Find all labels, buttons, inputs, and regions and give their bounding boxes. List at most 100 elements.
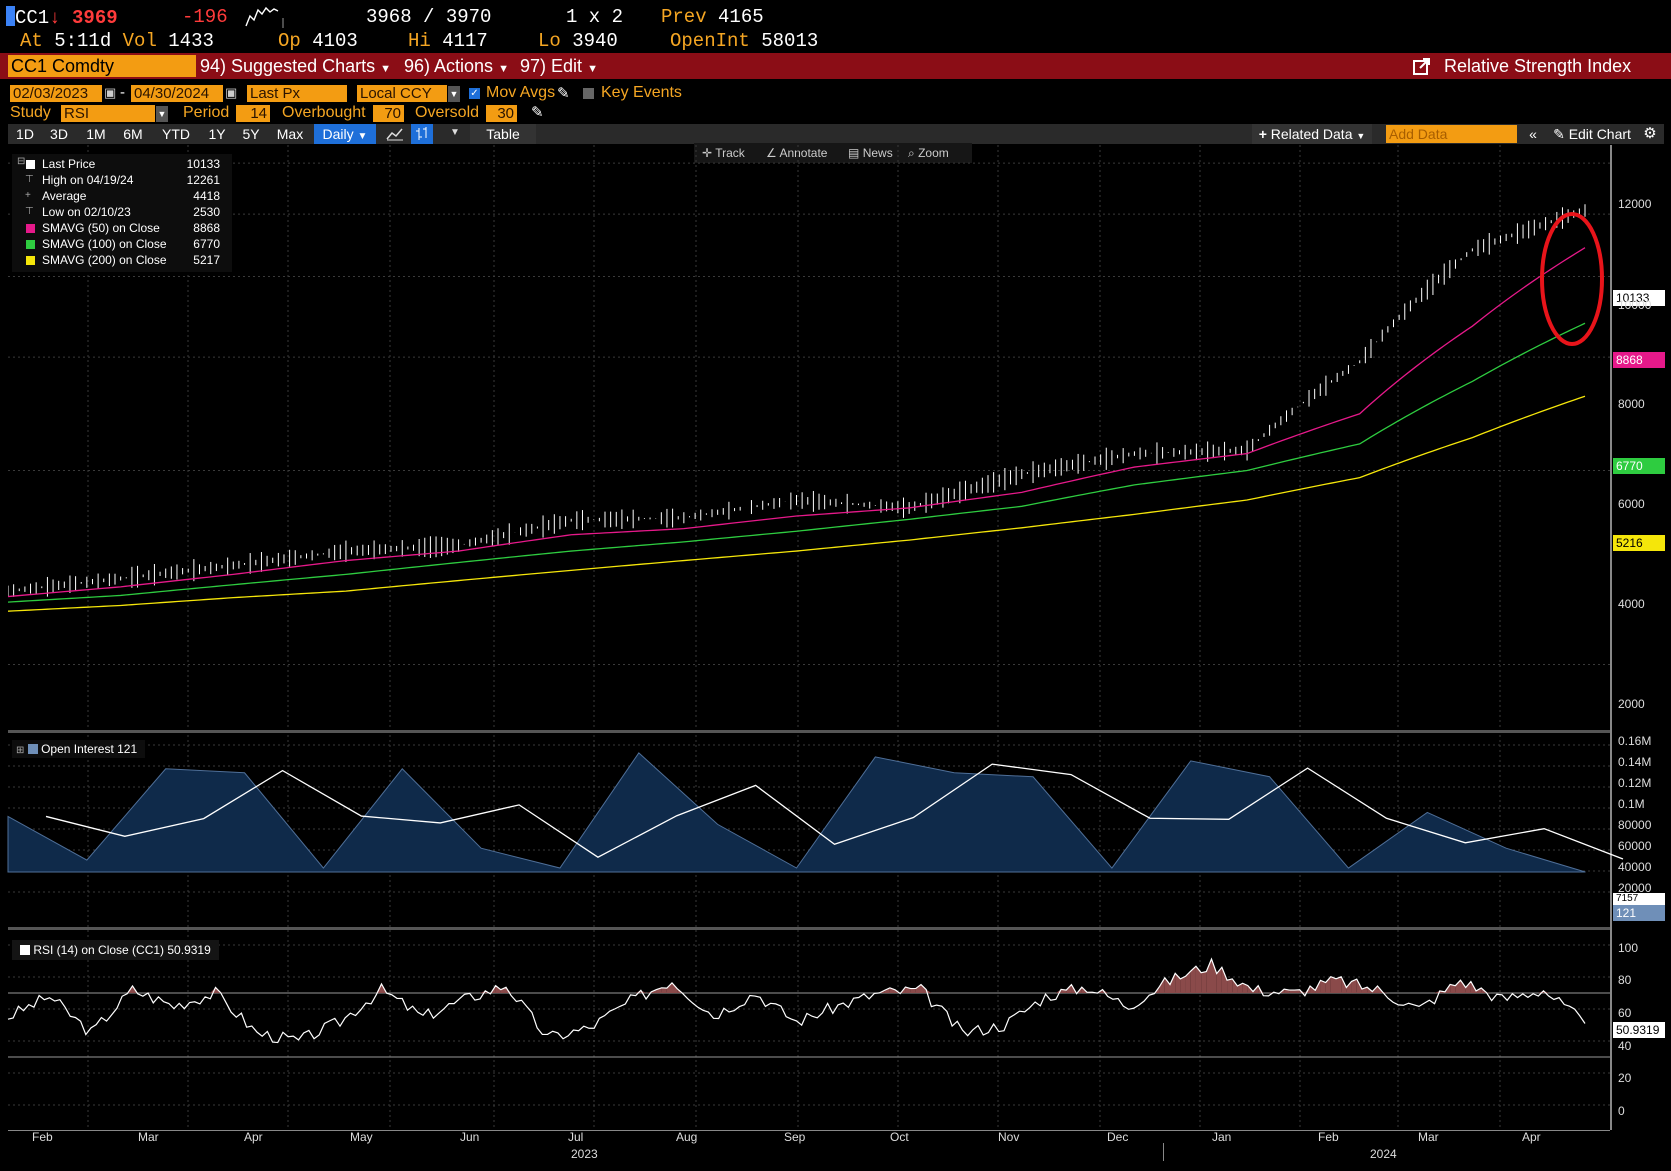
popout-icon[interactable] <box>1412 56 1432 76</box>
related-data-menu[interactable]: + Related Data ▼ <box>1252 124 1372 144</box>
overbought-fill <box>1455 980 1461 993</box>
low-stat: Lo 3940 <box>538 30 618 52</box>
open-stat: Op 4103 <box>278 30 358 52</box>
price-grid <box>8 145 1610 1130</box>
oversold-input[interactable]: 30 <box>486 105 517 122</box>
collapse-icon[interactable]: « <box>1529 126 1537 142</box>
range-button-3d[interactable]: 3D <box>50 126 68 142</box>
calendar-icon[interactable]: ▣ <box>104 85 117 100</box>
collapse-icon[interactable]: ⊟ <box>17 156 26 167</box>
overbought-input[interactable]: 70 <box>373 105 404 122</box>
open-interest-axis-label: 0.12M <box>1618 776 1652 790</box>
gear-icon[interactable]: ⚙ <box>1643 125 1657 142</box>
oi-value: 58013 <box>761 30 819 52</box>
chart-area[interactable] <box>0 145 1671 1171</box>
panel-divider[interactable] <box>8 730 1610 733</box>
last-price-tag: 10133 <box>1613 290 1665 306</box>
calendar-icon[interactable]: ▣ <box>225 85 238 100</box>
overbought-fill <box>500 987 506 993</box>
period-label: Period <box>183 104 230 121</box>
overbought-fill <box>1351 979 1357 993</box>
edit-chart-button[interactable]: ✎ Edit Chart <box>1548 124 1636 144</box>
legend-row: ⊤ High on 04/19/24 12261 <box>25 172 226 188</box>
add-data-input[interactable]: Add Data <box>1386 125 1517 143</box>
actions-menu[interactable]: 96) Actions ▼ <box>404 55 509 80</box>
x-axis-label: Oct <box>890 1130 909 1144</box>
edit-menu[interactable]: 97) Edit ▼ <box>520 55 598 80</box>
expand-icon[interactable]: ⊞ <box>16 745 25 756</box>
range-button-ytd[interactable]: YTD <box>162 126 190 142</box>
pencil-icon: ✎ <box>1553 126 1565 142</box>
currency-select[interactable]: Local CCY <box>357 85 447 102</box>
legend-value: 6770 <box>193 237 220 251</box>
track-tool[interactable]: ✛ Track <box>702 146 745 160</box>
start-date-input[interactable]: 02/03/2023 <box>10 85 102 102</box>
at-label: At <box>20 30 43 52</box>
chevron-down-icon[interactable]: ▼ <box>450 127 460 138</box>
x-axis-label: Nov <box>998 1130 1020 1144</box>
rsi-axis-label: 40 <box>1618 1039 1632 1053</box>
chevron-down-icon: ▼ <box>1356 131 1366 141</box>
oversold-label: Oversold <box>415 104 480 121</box>
mov-avgs-checkbox[interactable]: ✓ <box>469 88 480 99</box>
suggested-charts-menu[interactable]: 94) Suggested Charts ▼ <box>200 55 391 80</box>
x-axis-label: Feb <box>32 1130 53 1144</box>
table-button[interactable]: Table <box>470 124 536 144</box>
sma50-tag: 8868 <box>1613 352 1665 368</box>
open-interest-fill <box>7 752 1586 873</box>
panel-divider[interactable] <box>8 927 1610 930</box>
chevron-down-icon[interactable]: ▼ <box>448 86 460 102</box>
key-events-checkbox[interactable] <box>583 88 594 99</box>
rsi-axis-label: 0 <box>1618 1104 1625 1118</box>
study-label: Study <box>10 104 51 121</box>
news-tool[interactable]: ▤ News <box>848 146 893 160</box>
overbought-fill <box>495 985 501 993</box>
open-interest-axis-label: 20000 <box>1618 881 1652 895</box>
overbought-fill <box>1325 976 1331 993</box>
price-axis-label: 8000 <box>1618 397 1645 411</box>
sma-line-3 <box>8 395 1586 612</box>
period-input[interactable]: 14 <box>236 105 270 122</box>
overbought-fill <box>1465 981 1471 993</box>
pencil-icon[interactable]: ✎ <box>531 104 544 121</box>
overbought-fill <box>1221 967 1228 993</box>
frequency-select[interactable]: Daily ▼ <box>314 124 376 144</box>
rsi-axis-label: 20 <box>1618 1071 1632 1085</box>
open-interest-area <box>7 752 1624 873</box>
bar-chart-icon[interactable] <box>411 124 433 144</box>
open-interest-axis-label: 60000 <box>1618 839 1652 853</box>
security-field[interactable]: CC1 Comdty <box>8 55 196 77</box>
header-quote-line: CC1↓ 3969 <box>6 6 118 29</box>
sma100-tag: 6770 <box>1613 458 1665 474</box>
range-button-1m[interactable]: 1M <box>86 126 106 142</box>
study-select[interactable]: RSI <box>61 105 155 122</box>
edit-label: 97) Edit <box>520 56 583 76</box>
ticker: CC1 <box>15 7 50 29</box>
highlight-circle <box>1540 212 1604 346</box>
average-marker-icon: + <box>25 190 31 201</box>
zoom-tool[interactable]: ⌕ Zoom <box>908 146 949 161</box>
line-chart-icon[interactable] <box>386 127 404 141</box>
range-button-6m[interactable]: 6M <box>123 126 143 142</box>
overbought-fill <box>1164 977 1170 993</box>
overbought-fill <box>1330 976 1336 993</box>
range-button-1y[interactable]: 1Y <box>208 126 226 142</box>
chevron-down-icon[interactable]: ▼ <box>156 106 168 122</box>
overbought-fill <box>889 987 896 993</box>
op-value: 4103 <box>312 30 358 52</box>
overbought-fill <box>921 984 927 993</box>
overbought-fill <box>1232 978 1238 993</box>
legend-value: 5217 <box>193 253 220 267</box>
sma-line-2 <box>8 322 1586 603</box>
pencil-icon[interactable]: ✎ <box>557 85 570 102</box>
field-select[interactable]: Last Px <box>247 85 347 102</box>
x-axis-line <box>8 1130 1610 1131</box>
oi-label: OpenInt <box>670 30 750 52</box>
legend-value: 8868 <box>193 221 220 235</box>
end-date-input[interactable]: 04/30/2024 <box>131 85 223 102</box>
range-button-1d[interactable]: 1D <box>16 126 34 142</box>
range-button-5y[interactable]: 5Y <box>242 126 260 142</box>
down-arrow-icon: ↓ <box>49 7 61 29</box>
annotate-tool[interactable]: ∠ Annotate <box>766 146 827 160</box>
range-button-max[interactable]: Max <box>276 126 304 142</box>
